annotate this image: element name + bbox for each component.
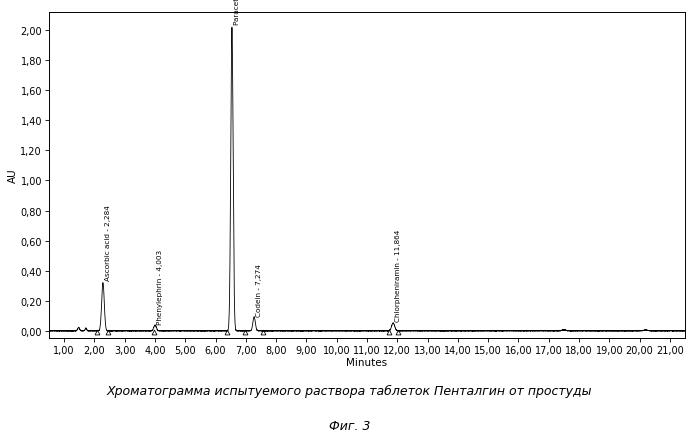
Text: Хроматограмма испытуемого раствора таблеток Пенталгин от простуды: Хроматограмма испытуемого раствора табле… xyxy=(107,384,592,397)
Text: Codein - 7,274: Codein - 7,274 xyxy=(257,263,262,316)
Y-axis label: AU: AU xyxy=(8,168,17,183)
Text: Phenylephrin - 4,003: Phenylephrin - 4,003 xyxy=(157,249,163,324)
Text: Фиг. 3: Фиг. 3 xyxy=(329,419,370,432)
X-axis label: Minutes: Minutes xyxy=(347,357,387,367)
Text: Ascorbic acid - 2,284: Ascorbic acid - 2,284 xyxy=(105,204,111,280)
Text: Paracetamol - 6,542: Paracetamol - 6,542 xyxy=(234,0,240,25)
Text: Chlorpheniramin - 11,864: Chlorpheniramin - 11,864 xyxy=(395,230,401,322)
